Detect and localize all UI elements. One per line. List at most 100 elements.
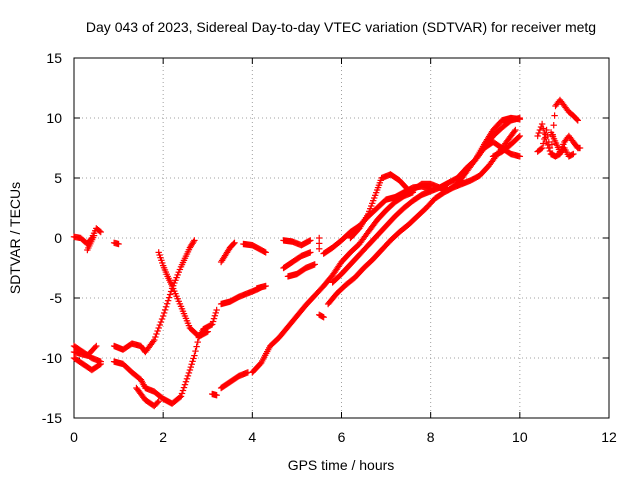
data-point <box>307 249 314 256</box>
x-tick-label: 10 <box>512 429 528 445</box>
data-point <box>180 384 188 391</box>
data-point <box>515 133 522 141</box>
data-point <box>316 234 323 242</box>
data-point <box>96 361 103 368</box>
x-tick-label: 2 <box>159 429 167 445</box>
data-point <box>316 240 323 247</box>
data-point <box>191 352 198 359</box>
data-points <box>70 96 584 410</box>
data-point <box>311 261 318 268</box>
data-point <box>177 393 185 400</box>
data-point <box>154 327 161 335</box>
data-point <box>91 344 99 351</box>
data-point <box>546 147 554 155</box>
x-axis-label: GPS time / hours <box>288 457 395 473</box>
data-point <box>535 129 542 137</box>
data-point <box>536 126 544 134</box>
data-point <box>193 343 200 350</box>
data-point <box>184 372 192 380</box>
data-point <box>574 117 581 124</box>
x-tick-label: 8 <box>427 429 435 445</box>
data-point <box>576 144 584 152</box>
data-point <box>157 318 165 326</box>
data-point <box>538 144 546 152</box>
data-point <box>209 318 217 325</box>
data-point <box>96 227 103 235</box>
data-point <box>90 232 98 239</box>
data-point <box>511 128 518 135</box>
data-point <box>534 132 541 140</box>
data-point <box>190 355 197 362</box>
data-point <box>165 294 173 301</box>
data-point <box>316 245 323 252</box>
data-point <box>161 306 169 314</box>
data-point <box>543 138 550 146</box>
data-point <box>209 321 216 328</box>
y-tick-label: 5 <box>54 170 62 186</box>
data-point <box>551 112 558 119</box>
data-point <box>166 291 174 298</box>
y-tick-label: -10 <box>42 350 62 366</box>
data-point <box>156 321 164 329</box>
y-tick-label: -15 <box>42 410 62 426</box>
data-point <box>544 141 551 149</box>
data-point <box>230 240 237 247</box>
data-point <box>570 150 577 158</box>
data-point <box>182 378 190 385</box>
data-point <box>185 369 193 377</box>
data-point <box>154 399 161 406</box>
data-point <box>178 390 186 397</box>
data-point <box>512 126 519 134</box>
data-point <box>155 324 162 332</box>
data-point <box>188 361 195 368</box>
data-point <box>516 153 524 160</box>
data-point <box>262 249 269 256</box>
data-point <box>204 328 211 335</box>
chart-title: Day 043 of 2023, Sidereal Day-to-day VTE… <box>86 19 596 35</box>
data-point <box>545 144 553 152</box>
data-point <box>115 240 122 248</box>
y-axis-label: SDTVAR / TECUs <box>7 182 23 294</box>
data-point <box>164 297 172 304</box>
data-point <box>550 122 557 129</box>
data-point <box>537 145 545 153</box>
y-tick-label: 15 <box>46 50 62 66</box>
data-point <box>183 375 191 382</box>
data-point <box>159 312 167 320</box>
x-tick-label: 4 <box>248 429 256 445</box>
data-point <box>516 132 524 140</box>
data-point <box>213 392 220 399</box>
x-tick-labels: 0 2 4 6 8 10 12 <box>70 429 617 445</box>
data-point <box>189 358 196 365</box>
data-point <box>516 116 524 123</box>
data-point <box>540 140 547 147</box>
data-point <box>190 238 197 246</box>
data-point <box>210 315 218 322</box>
data-point <box>194 338 201 346</box>
data-point <box>192 347 199 355</box>
data-point <box>538 120 546 128</box>
data-point <box>97 360 104 368</box>
x-tick-label: 0 <box>70 429 78 445</box>
data-point <box>573 116 581 123</box>
data-point <box>212 309 219 317</box>
data-point <box>153 330 160 338</box>
y-tick-labels: -15 -10 -5 0 5 10 15 <box>42 50 62 426</box>
y-tick-label: 0 <box>54 230 62 246</box>
data-point <box>213 306 220 314</box>
data-point <box>151 336 158 344</box>
data-point <box>97 228 104 236</box>
x-tick-label: 6 <box>338 429 346 445</box>
y-tick-label: -5 <box>50 290 63 306</box>
data-point <box>163 300 171 307</box>
data-point <box>158 315 166 323</box>
data-point <box>186 366 194 374</box>
data-point <box>162 303 170 310</box>
data-point <box>540 125 547 132</box>
data-point <box>152 333 159 341</box>
data-point <box>149 338 157 345</box>
data-point <box>179 387 187 394</box>
data-point <box>569 151 576 158</box>
data-point <box>160 309 168 317</box>
